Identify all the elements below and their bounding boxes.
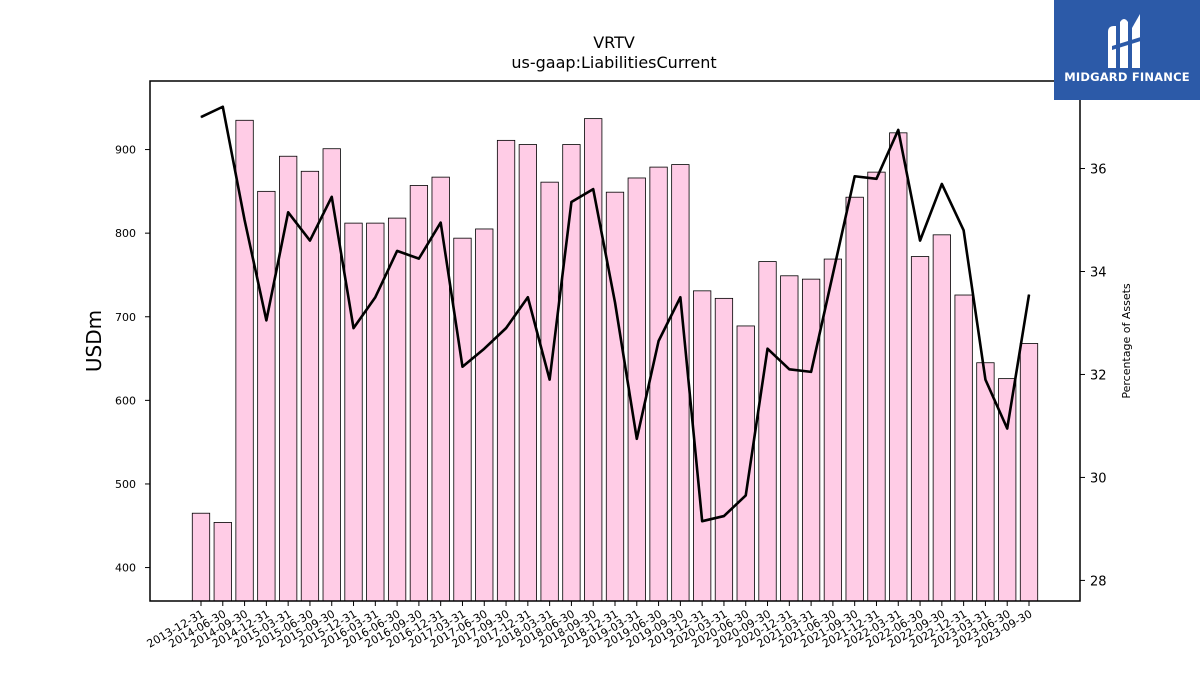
- bar: [823, 258, 843, 602]
- bar: [976, 362, 995, 602]
- line-point: [440, 222, 442, 224]
- bar: [344, 222, 363, 602]
- line-point: [1028, 294, 1030, 296]
- line-point: [897, 129, 899, 131]
- y-axis-right: 28 30 32 34 36: [1080, 163, 1107, 589]
- bar: [257, 190, 276, 602]
- bar: [780, 275, 799, 602]
- line-point: [832, 273, 834, 275]
- bar: [475, 228, 494, 602]
- logo-text: MIDGARD FINANCE: [1064, 70, 1190, 84]
- line-point: [396, 250, 398, 252]
- bar: [889, 132, 908, 602]
- brand-logo: MIDGARD FINANCE: [1054, 0, 1200, 100]
- line-point: [636, 438, 638, 440]
- bar: [801, 278, 821, 602]
- line-point: [614, 301, 616, 303]
- chart-title: VRTV: [593, 33, 635, 52]
- bar: [845, 196, 864, 602]
- y-tick-label: 900: [115, 144, 136, 157]
- bar: [671, 164, 690, 602]
- percentage-line: [200, 105, 1031, 523]
- line-point: [265, 319, 267, 321]
- y-tick-label: 800: [115, 227, 136, 240]
- line-point: [200, 116, 202, 118]
- line-point: [331, 196, 333, 198]
- line-point: [353, 327, 355, 329]
- line-point: [592, 188, 594, 190]
- bar: [910, 256, 930, 602]
- bar: [540, 181, 559, 602]
- bar: [932, 234, 951, 602]
- line-point: [984, 379, 986, 381]
- bar: [1019, 343, 1039, 602]
- line-point: [788, 368, 790, 370]
- bar: [954, 294, 973, 602]
- y-tick-label: 700: [115, 311, 136, 324]
- bar: [518, 144, 537, 602]
- line-point: [854, 175, 856, 177]
- line-point: [941, 183, 943, 185]
- bar: [627, 177, 646, 602]
- line-point: [244, 219, 246, 221]
- line-point: [570, 201, 572, 203]
- line-point: [679, 296, 681, 298]
- bar: [387, 217, 407, 602]
- line-point: [483, 348, 485, 350]
- y-axis-label-left: USDm: [82, 310, 106, 372]
- line-point: [963, 229, 965, 231]
- y-tick-label: 400: [115, 562, 136, 575]
- bar: [605, 191, 625, 602]
- bar: [279, 155, 298, 602]
- x-axis: 2013-12-312014-06-302014-09-302014-12-31…: [145, 601, 1035, 651]
- line-point: [875, 178, 877, 180]
- bar: [496, 139, 516, 602]
- bar: [453, 237, 472, 602]
- line-point: [527, 296, 529, 298]
- line-point: [919, 240, 921, 242]
- y-right-tick-label: 34: [1090, 265, 1107, 280]
- line-point: [505, 327, 507, 329]
- line-point: [658, 340, 660, 342]
- y-tick-label: 600: [115, 394, 136, 407]
- line-point: [723, 515, 725, 517]
- bar: [431, 176, 450, 602]
- y-axis-left: 400 500 600 700 800 900: [115, 144, 150, 575]
- bar: [649, 166, 668, 602]
- line-point: [701, 520, 703, 522]
- bars: [191, 118, 1039, 602]
- bar: [562, 144, 581, 602]
- bar: [758, 261, 777, 602]
- line-point: [309, 240, 311, 242]
- line-point: [418, 258, 420, 260]
- line-point: [549, 379, 551, 381]
- y-axis-label-right: Percentage of Assets: [1120, 283, 1133, 399]
- midgard-logo-icon: [1108, 14, 1144, 68]
- bar: [300, 170, 320, 602]
- line-point: [810, 371, 812, 373]
- bar: [714, 297, 734, 602]
- y-right-tick-label: 30: [1090, 471, 1107, 486]
- line-point: [222, 106, 224, 108]
- bar: [867, 171, 886, 602]
- y-right-tick-label: 32: [1090, 368, 1107, 383]
- bar: [213, 522, 232, 602]
- y-tick-label: 500: [115, 478, 136, 491]
- y-right-tick-label: 36: [1090, 163, 1107, 178]
- bar: [322, 148, 341, 602]
- y-right-tick-label: 28: [1090, 574, 1107, 589]
- line-point: [461, 366, 463, 368]
- chart-subtitle: us-gaap:LiabilitiesCurrent: [511, 53, 716, 72]
- bar: [736, 325, 755, 602]
- line-point: [287, 211, 289, 213]
- line-point: [1006, 428, 1008, 430]
- line-point: [745, 494, 747, 496]
- bar: [191, 512, 211, 602]
- line-point: [374, 296, 376, 298]
- line-point: [767, 348, 769, 350]
- bar: [366, 222, 385, 602]
